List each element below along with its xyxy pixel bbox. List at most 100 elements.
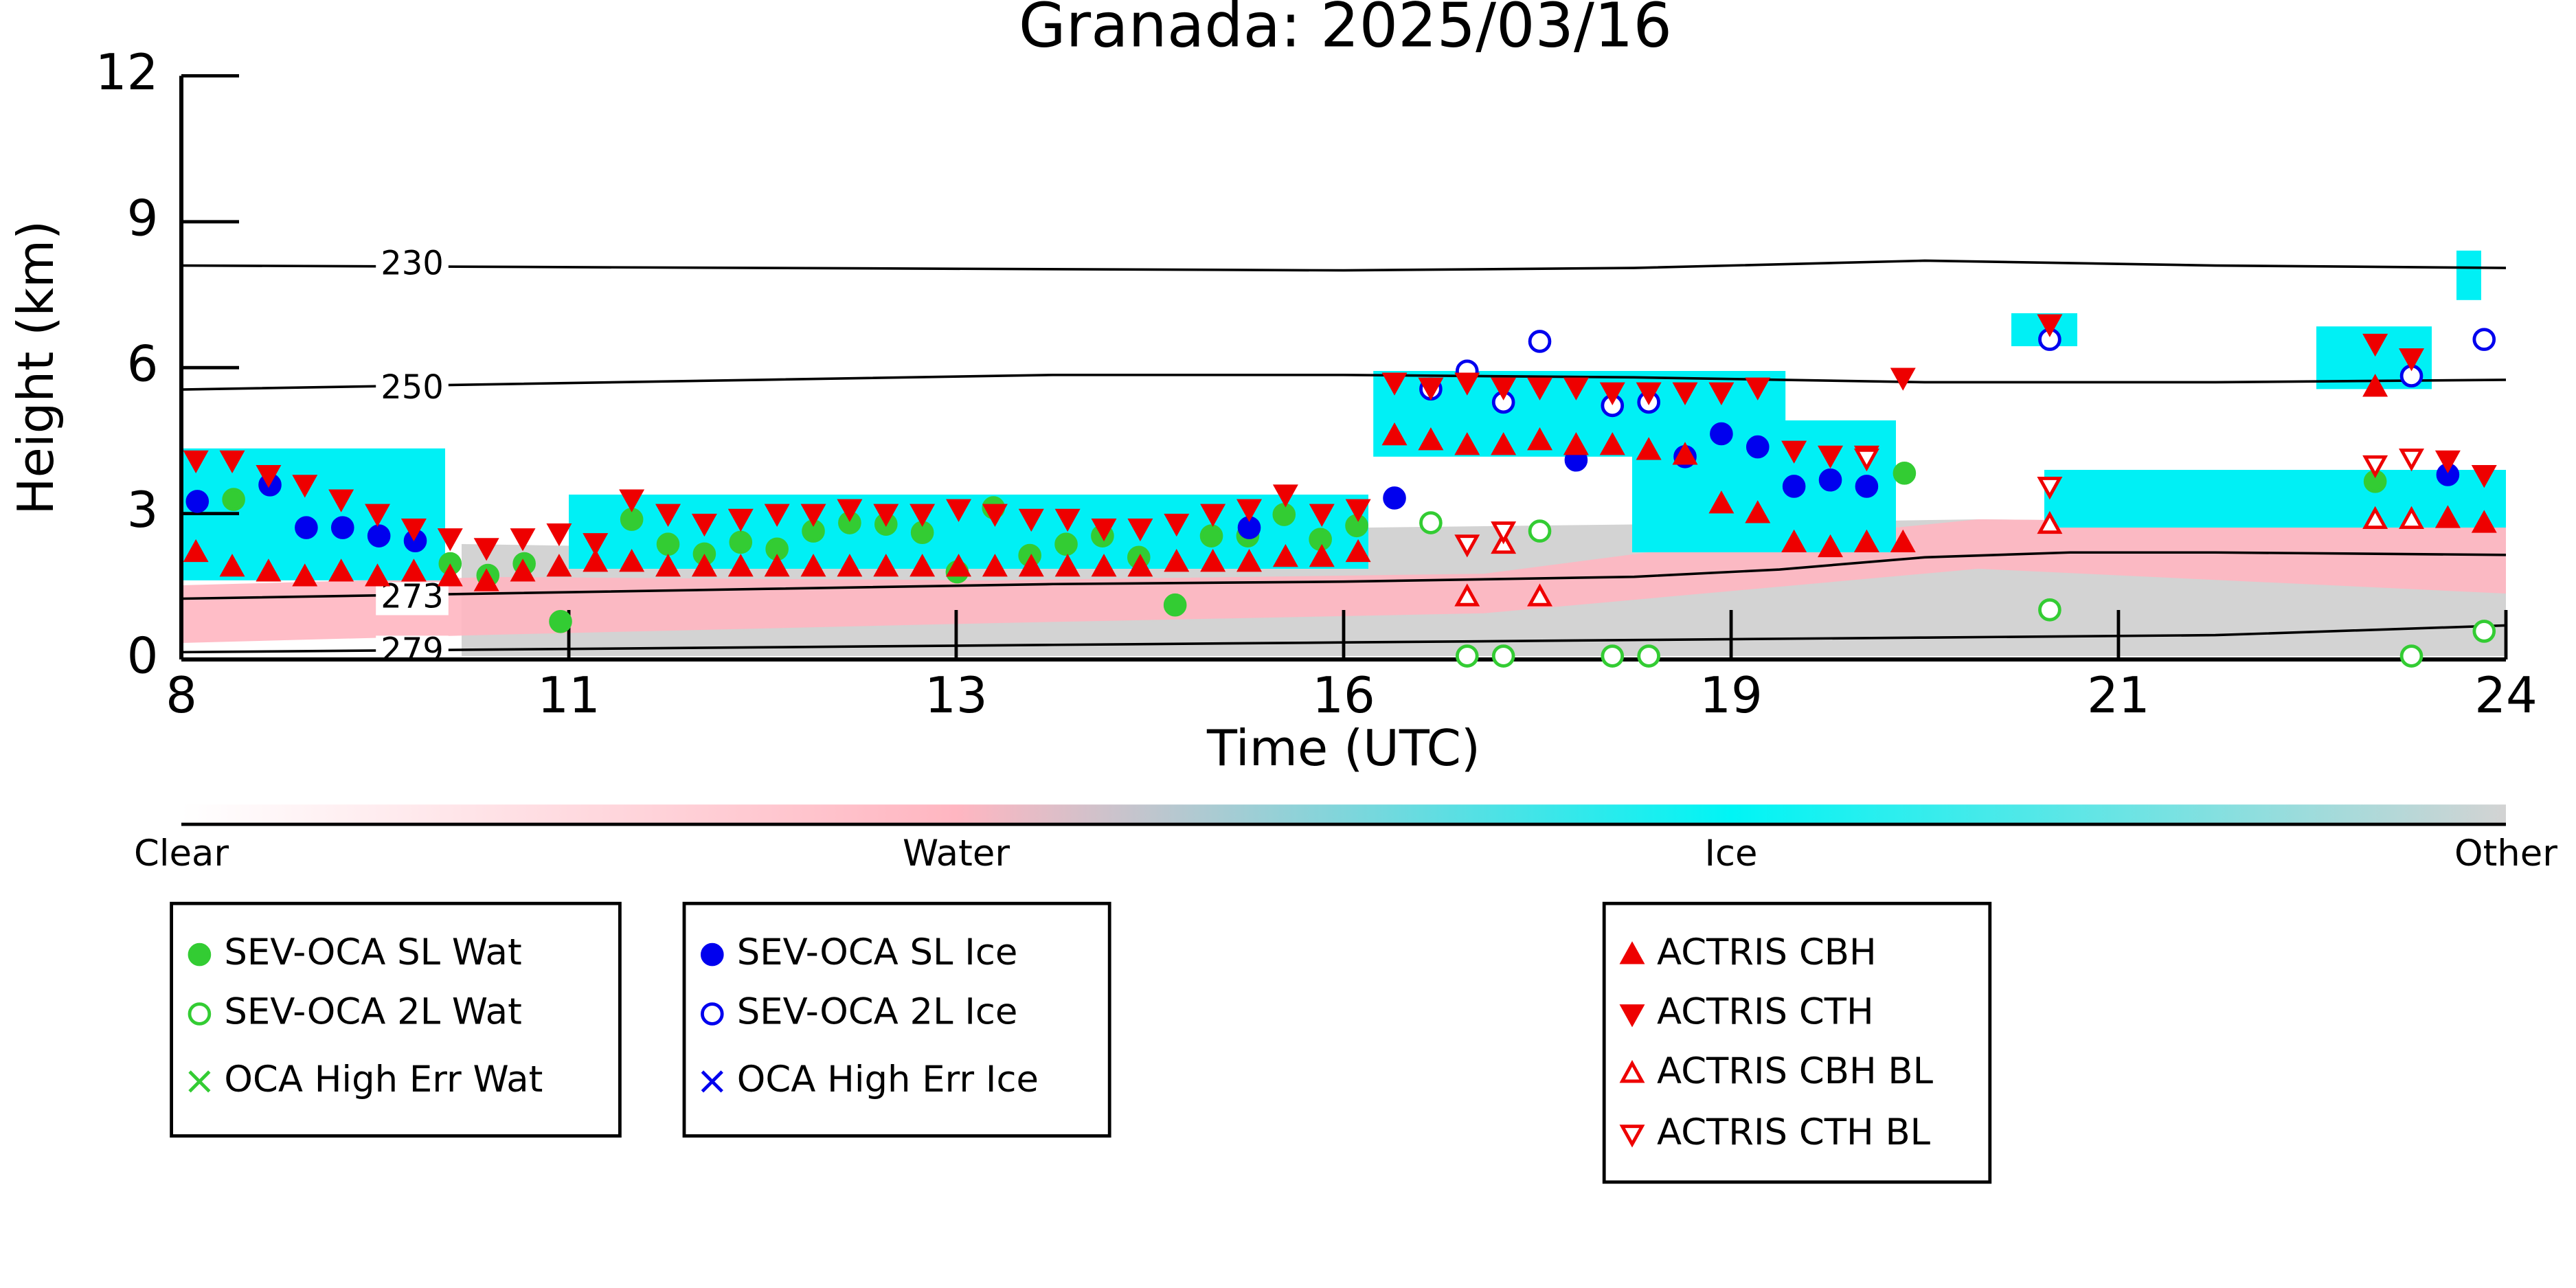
colorbar-label: Other — [2454, 833, 2557, 874]
marker — [473, 538, 499, 561]
marker — [909, 554, 936, 577]
marker — [1054, 532, 1078, 556]
marker — [2037, 510, 2063, 534]
marker — [2472, 328, 2496, 351]
marker — [1491, 432, 1517, 455]
y-tick-label: 0 — [127, 627, 159, 685]
colorbar-label: Water — [903, 833, 1010, 874]
legend-label: ACTRIS CTH — [1657, 991, 1874, 1033]
x-tick-label: 24 — [2474, 666, 2538, 724]
y-tick-label: 9 — [127, 189, 159, 247]
marker — [800, 554, 826, 577]
marker — [1890, 368, 1916, 391]
marker — [330, 516, 354, 539]
marker — [219, 554, 245, 577]
marker — [1893, 462, 1917, 485]
marker — [256, 465, 282, 488]
marker — [1236, 549, 1263, 572]
marker — [655, 554, 681, 577]
legend-label: SEV-OCA 2L Wat — [224, 991, 521, 1033]
marker — [1127, 518, 1153, 542]
marker — [365, 563, 391, 587]
legend-box — [1602, 901, 1992, 1184]
marker — [619, 489, 645, 512]
contour-label-bg — [376, 635, 449, 669]
marker — [2399, 506, 2425, 530]
marker — [1345, 499, 1371, 522]
marker — [400, 558, 427, 582]
marker — [1599, 432, 1625, 455]
marker — [437, 528, 463, 552]
marker — [183, 539, 209, 563]
marker — [1381, 372, 1408, 396]
legend-marker — [1619, 1060, 1645, 1083]
colorbar-label: Ice — [1704, 833, 1757, 874]
marker — [1164, 549, 1190, 572]
marker — [2399, 348, 2425, 372]
marker — [1018, 508, 1044, 532]
marker — [400, 518, 427, 542]
marker — [2037, 314, 2063, 337]
marker — [1054, 554, 1081, 577]
marker — [1454, 432, 1480, 455]
marker — [1272, 543, 1298, 567]
marker — [1454, 534, 1480, 558]
marker — [1418, 427, 1444, 451]
marker — [873, 504, 899, 527]
marker — [1272, 484, 1298, 508]
marker — [1745, 435, 1770, 459]
marker — [1781, 440, 1807, 464]
marker — [1418, 377, 1444, 400]
x-tick-label: 19 — [1699, 666, 1763, 724]
marker — [510, 528, 536, 552]
marker — [328, 558, 354, 582]
marker — [328, 489, 354, 512]
marker — [619, 549, 645, 572]
y-tick-label: 6 — [127, 335, 159, 393]
marker — [1491, 521, 1517, 545]
marker — [620, 508, 644, 531]
legend-label: ACTRIS CBH BL — [1657, 1050, 1934, 1092]
marker — [367, 524, 391, 547]
marker — [1527, 427, 1553, 451]
marker — [1745, 377, 1771, 400]
y-tick-label: 12 — [95, 43, 159, 101]
marker — [256, 558, 282, 582]
legend-marker — [188, 1002, 212, 1026]
temperature-contour — [181, 551, 2507, 600]
marker — [292, 563, 318, 587]
marker — [946, 499, 972, 522]
marker — [1491, 644, 1515, 668]
marker — [1455, 644, 1479, 668]
marker — [1127, 554, 1153, 577]
marker — [727, 508, 754, 532]
marker — [1091, 554, 1117, 577]
marker — [1599, 382, 1625, 405]
marker — [2399, 448, 2425, 472]
legend-marker — [701, 1002, 724, 1026]
marker — [764, 554, 790, 577]
marker — [2434, 505, 2461, 528]
legend-marker — [1619, 1004, 1645, 1028]
marker — [2038, 598, 2061, 622]
marker — [185, 490, 210, 513]
marker — [982, 504, 1008, 527]
marker — [2037, 477, 2063, 500]
chart-title: Granada: 2025/03/16 — [1019, 0, 1672, 61]
marker — [1527, 377, 1553, 400]
marker — [1527, 583, 1553, 607]
marker — [219, 450, 245, 474]
marker — [1853, 529, 1879, 552]
marker — [2362, 455, 2388, 479]
temperature-contour — [181, 374, 2507, 391]
marker — [1272, 503, 1296, 526]
marker — [1818, 445, 1844, 468]
temperature-contour — [181, 259, 2507, 272]
marker — [729, 530, 753, 554]
marker — [1782, 475, 1806, 498]
contour-label: 250 — [381, 368, 444, 407]
legend-box — [682, 901, 1111, 1138]
legend-marker — [1619, 1125, 1645, 1148]
marker — [1708, 382, 1735, 405]
marker — [1054, 508, 1081, 532]
